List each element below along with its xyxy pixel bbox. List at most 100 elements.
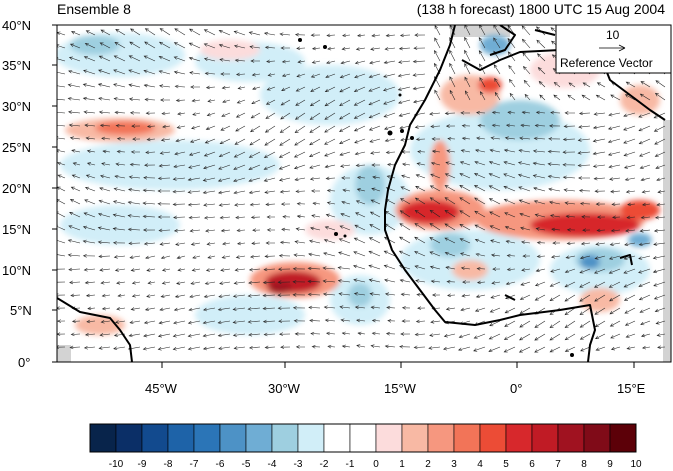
wind-arrow — [172, 346, 186, 351]
wind-arrow — [489, 307, 501, 313]
wind-arrow — [387, 162, 396, 167]
wind-arrow — [444, 223, 456, 231]
wind-arrow — [398, 99, 411, 105]
wind-arrow — [129, 111, 141, 115]
wind-arrow — [491, 110, 501, 115]
lon-label-45w: 45°W — [145, 381, 177, 396]
wind-arrow — [611, 202, 621, 207]
wind-arrow — [101, 293, 111, 298]
wind-arrow — [430, 320, 441, 324]
wind-arrow — [538, 80, 546, 88]
wind-arrow — [383, 264, 396, 270]
wind-arrow — [354, 138, 366, 144]
wind-arrow — [384, 278, 396, 283]
wind-arrow — [429, 251, 441, 257]
wind-arrow — [385, 33, 396, 38]
wind-arrow — [493, 25, 501, 36]
wind-arrow — [414, 265, 426, 270]
wind-arrow — [83, 110, 96, 114]
wind-arrow — [443, 346, 456, 351]
wind-arrow — [189, 138, 201, 143]
wind-arrow — [83, 345, 96, 350]
wind-arrow — [219, 58, 231, 62]
wind-arrow — [383, 60, 396, 65]
wind-arrow — [324, 138, 336, 145]
wind-arrow — [354, 73, 366, 79]
colorbar-tick-label: -10 — [108, 459, 124, 470]
lat-label-10n: 10°N — [2, 263, 32, 278]
wind-arrow — [517, 173, 531, 179]
wind-arrow — [341, 344, 351, 349]
wind-arrow — [71, 174, 81, 179]
wind-arrow — [233, 177, 246, 183]
wind-arrow — [339, 305, 351, 309]
wind-arrow — [143, 175, 156, 180]
wind-arrow — [567, 94, 576, 101]
wind-arrow — [429, 209, 441, 218]
wind-arrow — [145, 255, 156, 260]
wind-arrow — [172, 333, 186, 338]
wind-arrow — [476, 110, 486, 115]
coastlines — [57, 25, 666, 362]
wind-arrow — [508, 64, 516, 75]
wind-arrow — [428, 346, 441, 350]
wind-arrow — [609, 242, 621, 246]
wind-arrow — [368, 250, 381, 257]
wind-arrow — [264, 125, 276, 133]
wind-arrow — [248, 177, 261, 183]
wind-arrow — [503, 173, 516, 179]
wind-arrow — [294, 332, 306, 336]
wind-arrow — [610, 189, 621, 194]
wind-arrow — [295, 345, 306, 349]
wind-arrow — [549, 346, 561, 353]
wind-arrow — [340, 60, 351, 65]
wind-arrow — [387, 319, 396, 323]
colorbar-swatch — [271, 423, 299, 453]
wind-arrow — [233, 346, 246, 350]
wind-arrow — [610, 346, 621, 351]
wind-arrow — [353, 99, 366, 106]
wind-arrow — [189, 71, 201, 75]
wind-arrow — [534, 320, 546, 328]
wind-arrow — [474, 307, 486, 312]
wind-arrow — [625, 190, 636, 194]
wind-arrow — [202, 177, 216, 182]
wind-arrow — [640, 81, 651, 88]
wind-arrow — [623, 294, 636, 301]
wind-arrow — [128, 188, 141, 192]
wind-arrow — [488, 160, 501, 166]
wind-arrow — [652, 255, 666, 260]
wind-arrow — [449, 49, 456, 62]
wind-arrow — [549, 281, 561, 287]
wind-arrow — [341, 47, 351, 51]
reference-vector-magnitude: 10 — [606, 28, 620, 42]
colorbar-swatch — [115, 423, 143, 453]
wind-arrow — [355, 212, 366, 218]
wind-arrow — [280, 99, 291, 106]
wind-arrow — [449, 76, 456, 88]
wind-arrow — [98, 346, 111, 350]
wind-arrow — [509, 78, 516, 88]
wind-arrow — [519, 136, 531, 140]
wind-arrow — [415, 137, 426, 142]
wind-arrow — [397, 86, 411, 91]
wind-arrow — [368, 73, 381, 79]
wind-arrow — [494, 77, 501, 88]
wind-arrow — [430, 161, 441, 166]
wind-arrow — [536, 254, 546, 259]
wind-arrow — [473, 346, 486, 352]
wind-arrow — [144, 163, 156, 167]
wind-arrow — [233, 164, 246, 170]
wind-arrow — [293, 164, 306, 170]
wind-arrow — [353, 251, 366, 257]
wind-arrow — [265, 202, 276, 207]
wind-arrow — [132, 137, 141, 141]
wind-arrow — [324, 151, 336, 157]
wind-arrow — [429, 333, 441, 337]
wind-arrow — [57, 148, 66, 153]
wind-arrow — [489, 211, 501, 218]
wind-arrow — [327, 344, 336, 349]
wind-arrow — [248, 281, 261, 285]
wind-arrow — [655, 164, 666, 169]
wind-arrow — [324, 112, 336, 120]
